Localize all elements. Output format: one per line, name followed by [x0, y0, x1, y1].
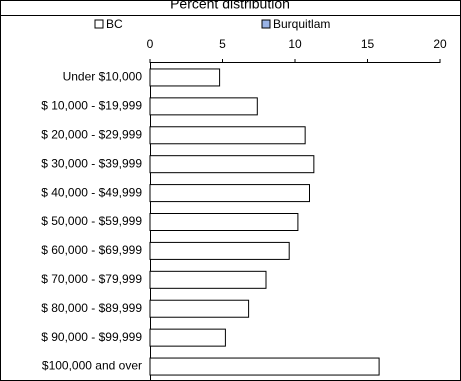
bar — [149, 184, 310, 203]
y-tick-label: $ 90,000 - $99,999 — [41, 330, 142, 344]
bar — [149, 97, 258, 116]
y-tick-label: $ 80,000 - $89,999 — [41, 301, 142, 315]
bar — [149, 270, 267, 289]
bar — [149, 155, 315, 174]
y-tick-label: $ 10,000 - $19,999 — [41, 99, 142, 113]
legend-label: Burquitlam — [273, 17, 330, 31]
y-tick-label: $100,000 and over — [42, 359, 142, 373]
y-tick-label: Under $10,000 — [63, 70, 143, 84]
y-tick-label: $ 30,000 - $39,999 — [41, 156, 142, 170]
y-tick-label: $ 20,000 - $29,999 — [41, 127, 142, 141]
bar — [149, 241, 290, 260]
bar — [149, 328, 226, 347]
x-tick-label: 15 — [361, 37, 375, 51]
y-tick-label: $ 50,000 - $59,999 — [41, 214, 142, 228]
y-tick-label: $ 40,000 - $49,999 — [41, 185, 142, 199]
bar — [149, 213, 299, 231]
x-tick-label: 20 — [433, 37, 447, 51]
bar — [149, 357, 380, 376]
y-tick-label: $ 70,000 - $79,999 — [41, 272, 142, 286]
bar — [149, 68, 221, 87]
x-tick-label: 0 — [147, 37, 154, 51]
legend-swatch — [261, 19, 271, 29]
legend-label: BC — [106, 17, 123, 31]
y-tick-label: $ 60,000 - $69,999 — [41, 243, 142, 257]
bar — [149, 126, 306, 145]
x-tick-label: 5 — [219, 37, 226, 51]
legend-swatch — [94, 19, 104, 29]
x-tick-label: 10 — [288, 37, 302, 51]
bar — [149, 299, 250, 318]
chart-title: Percent distribution — [170, 0, 290, 12]
